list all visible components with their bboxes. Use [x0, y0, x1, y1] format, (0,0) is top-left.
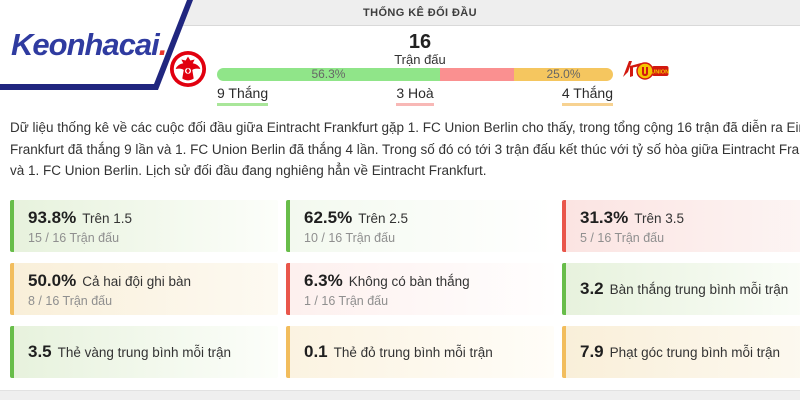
- stat-card-over-1-5: 93.8% Trên 1.5 15 / 16 Trận đấu: [10, 200, 278, 252]
- stat-card-over-2-5: 62.5% Trên 2.5 10 / 16 Trận đấu: [286, 200, 554, 252]
- stat-value: 0.1: [304, 342, 328, 361]
- stat-value: 50.0%: [28, 270, 77, 290]
- svg-text:UNION: UNION: [651, 69, 669, 75]
- stat-label: Trên 2.5: [358, 210, 408, 226]
- away-wins-label: 4 Thắng: [561, 85, 613, 106]
- section-title: THỐNG KÊ ĐỐI ĐẦU: [363, 6, 477, 19]
- stat-value: 3.5: [28, 342, 52, 361]
- stat-label: Không có bàn thắng: [348, 273, 470, 289]
- stat-subtext: 10 / 16 Trận đấu: [304, 230, 396, 245]
- stat-value: 93.8%: [28, 207, 77, 227]
- home-wins-bar-segment: 56.3%: [217, 68, 440, 81]
- head-to-head-result-bar: 56.3% 25.0%: [217, 68, 613, 81]
- stat-label: Trên 1.5: [82, 210, 132, 226]
- keonhacai-logo-text: Keonhacai: [11, 27, 160, 62]
- draws-label: 3 Hoà: [396, 85, 434, 106]
- stat-value: 31.3%: [580, 207, 629, 227]
- stat-subtext: 1 / 16 Trận đấu: [304, 293, 389, 308]
- stat-card-avg-corners: 7.9 Phạt góc trung bình mỗi trận: [562, 326, 800, 378]
- stat-value: 7.9: [580, 342, 604, 361]
- away-wins-bar-segment: 25.0%: [513, 68, 613, 81]
- next-section-divider: [0, 390, 800, 400]
- summary-paragraph: Dữ liệu thống kê về các cuộc đối đầu giữ…: [10, 120, 800, 178]
- away-wins-percent: 25.0%: [546, 68, 581, 81]
- stat-label: Cả hai đội ghi bàn: [82, 273, 192, 289]
- stat-subtext: 15 / 16 Trận đấu: [28, 230, 120, 245]
- stat-label: Thẻ vàng trung bình mỗi trận: [57, 345, 231, 360]
- home-wins-label: 9 Thắng: [217, 85, 269, 106]
- stat-value: 6.3%: [304, 270, 343, 290]
- brand-panel: [0, 0, 187, 84]
- eintracht-frankfurt-logo: [169, 50, 207, 88]
- head-to-head-legend: 9 Thắng 3 Hoà 4 Thắng: [217, 85, 613, 106]
- stat-card-avg-yellow-cards: 3.5 Thẻ vàng trung bình mỗi trận: [10, 326, 278, 378]
- total-matches-count: 16: [408, 31, 432, 53]
- keonhacai-logo-dot: .: [158, 27, 168, 62]
- stat-card-avg-red-cards: 0.1 Thẻ đỏ trung bình mỗi trận: [286, 326, 554, 378]
- stats-grid: 93.8% Trên 1.5 15 / 16 Trận đấu 62.5% Trên…: [10, 200, 800, 378]
- stat-card-both-teams-score: 50.0% Cả hai đội ghi bàn 8 / 16 Trận đấu: [10, 263, 278, 315]
- stat-label: Trên 3.5: [634, 210, 684, 226]
- stat-label: Phạt góc trung bình mỗi trận: [609, 345, 780, 360]
- keonhacai-logo[interactable]: Keonhacai.: [11, 27, 168, 63]
- stat-label: Bàn thắng trung bình mỗi trận: [609, 282, 789, 297]
- stat-card-no-goals: 6.3% Không có bàn thắng 1 / 16 Trận đấu: [286, 263, 554, 315]
- stat-subtext: 8 / 16 Trận đấu: [28, 293, 113, 308]
- union-berlin-logo: UNION: [623, 61, 669, 80]
- stat-label: Thẻ đỏ trung bình mỗi trận: [333, 345, 493, 360]
- stat-card-avg-goals: 3.2 Bàn thắng trung bình mỗi trận: [562, 263, 800, 315]
- draws-bar-segment: [439, 68, 514, 81]
- stat-subtext: 5 / 16 Trận đấu: [580, 230, 665, 245]
- stat-value: 3.2: [580, 279, 604, 298]
- home-wins-percent: 56.3%: [311, 68, 346, 81]
- stat-card-over-3-5: 31.3% Trên 3.5 5 / 16 Trận đấu: [562, 200, 800, 252]
- stat-value: 62.5%: [304, 207, 353, 227]
- total-matches-label: Trận đấu: [394, 52, 446, 67]
